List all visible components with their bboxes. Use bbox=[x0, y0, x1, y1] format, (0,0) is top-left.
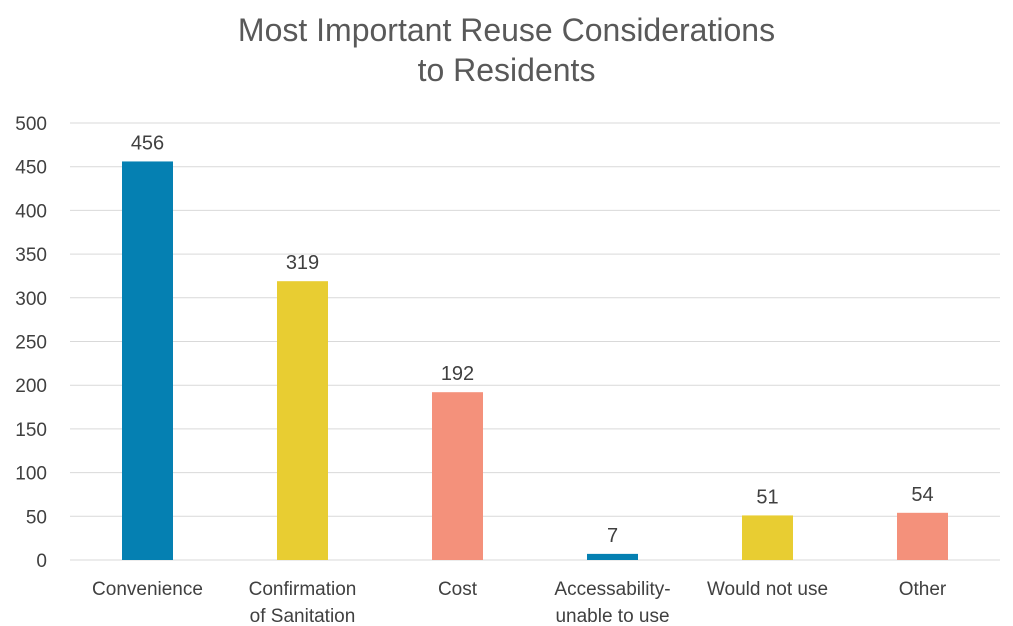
chart-title-line-1: Most Important Reuse Considerations bbox=[237, 12, 776, 48]
x-tick-label: Other bbox=[899, 579, 947, 600]
data-label: 319 bbox=[286, 252, 319, 274]
y-tick-label: 300 bbox=[15, 289, 47, 310]
y-tick-label: 400 bbox=[15, 201, 47, 222]
x-tick-label: Convenience bbox=[92, 579, 203, 600]
x-tick-label: Would not use bbox=[707, 579, 828, 600]
y-axis: 0 50 100 150 200 250 300 350 400 450 500 bbox=[15, 114, 47, 572]
bar bbox=[277, 281, 328, 560]
chart-title: Most Important Reuse Considerations to R… bbox=[0, 10, 1013, 90]
chart-title-line-2: to Residents bbox=[417, 52, 596, 88]
x-tick-label: Cost bbox=[438, 579, 478, 600]
x-axis: Convenience Confirmation of Sanitation Cost… bbox=[92, 579, 947, 626]
y-tick-label: 150 bbox=[15, 420, 47, 441]
data-labels: 456 319 192 7 51 54 bbox=[131, 132, 934, 546]
bar bbox=[587, 553, 638, 560]
y-tick-label: 0 bbox=[36, 551, 47, 572]
data-label: 51 bbox=[756, 486, 778, 508]
x-tick-label: Accessability-unable to use bbox=[554, 579, 670, 626]
data-label: 54 bbox=[911, 484, 933, 506]
y-tick-label: 450 bbox=[15, 158, 47, 179]
y-tick-label: 200 bbox=[15, 376, 47, 397]
bar bbox=[122, 161, 173, 560]
bar bbox=[897, 512, 948, 560]
bar bbox=[432, 392, 483, 560]
data-label: 456 bbox=[131, 132, 164, 154]
gridlines bbox=[70, 122, 1000, 561]
x-tick-label: Confirmation of Sanitation bbox=[249, 579, 357, 626]
y-tick-label: 250 bbox=[15, 333, 47, 354]
bars bbox=[122, 161, 948, 560]
y-tick-label: 100 bbox=[15, 464, 47, 485]
data-label: 192 bbox=[441, 363, 474, 385]
data-label: 7 bbox=[607, 525, 618, 547]
y-tick-label: 350 bbox=[15, 245, 47, 266]
bar bbox=[742, 515, 793, 560]
y-tick-label: 500 bbox=[15, 114, 47, 135]
y-tick-label: 50 bbox=[26, 507, 47, 528]
